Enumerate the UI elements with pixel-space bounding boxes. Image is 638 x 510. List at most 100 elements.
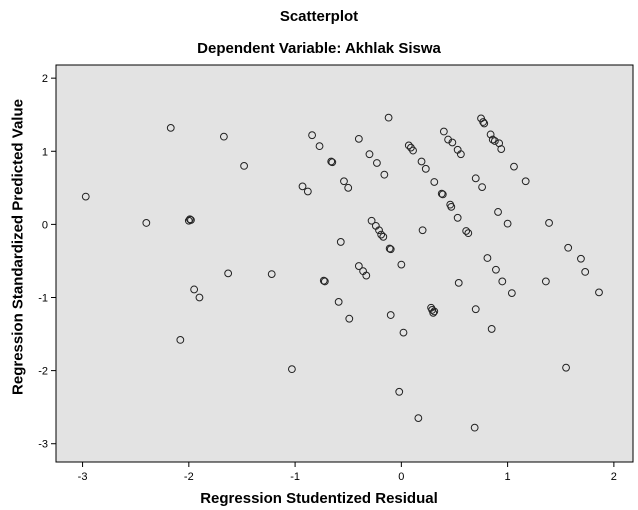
data-point (488, 135, 497, 144)
data-point (483, 254, 492, 262)
data-point (418, 226, 427, 235)
data-point (438, 190, 447, 199)
data-point (478, 183, 487, 191)
data-point (185, 215, 194, 224)
data-point (464, 229, 473, 238)
data-point (581, 268, 590, 276)
x-tick-label: 1 (505, 471, 511, 483)
data-point (462, 227, 471, 235)
x-axis-label: Regression Studentized Residual (200, 490, 438, 507)
data-point (454, 278, 463, 287)
data-point (187, 216, 195, 224)
y-axis-label: Regression Standardized Predicted Value (9, 99, 27, 395)
y-tick-label: 2 (42, 73, 48, 85)
data-point (166, 123, 175, 132)
data-point (448, 138, 457, 147)
y-tick-label: -2 (38, 366, 48, 378)
y-tick-label: -1 (38, 292, 48, 304)
data-point (320, 277, 329, 286)
data-point (541, 277, 550, 286)
data-point (429, 308, 438, 317)
x-tick-label: 2 (611, 471, 617, 483)
data-point (176, 336, 185, 344)
axis-ticks: -3 -2 -1 0 1 2 -3 -2 -1 0 1 2 (38, 73, 617, 483)
data-point (365, 150, 374, 159)
chart-subtitle: Dependent Variable: Akhlak Siswa (197, 40, 441, 57)
data-point (385, 244, 394, 253)
data-point (340, 177, 348, 186)
data-point (367, 216, 376, 225)
data-point (397, 260, 406, 269)
data-point (404, 141, 413, 150)
data-point (492, 265, 500, 274)
data-point (288, 365, 296, 374)
data-point (421, 164, 430, 173)
data-point (479, 118, 488, 126)
data-point (503, 219, 512, 228)
x-tick-label: -3 (78, 471, 88, 483)
data-point (354, 262, 363, 270)
data-point (437, 189, 446, 198)
data-point (486, 130, 495, 139)
data-point (298, 182, 307, 191)
y-tick-label: 0 (42, 219, 48, 231)
data-point (521, 177, 530, 186)
data-point (497, 145, 506, 153)
data-points (81, 113, 603, 432)
data-point (375, 226, 383, 235)
data-point (319, 276, 328, 285)
data-point (498, 277, 507, 286)
data-point (447, 202, 456, 211)
data-point (386, 245, 395, 254)
data-point (354, 134, 363, 143)
data-point (414, 414, 423, 423)
data-point (595, 288, 603, 297)
data-point (507, 289, 516, 298)
data-point (373, 159, 381, 167)
data-point (494, 208, 502, 216)
data-point (142, 219, 151, 227)
data-point (471, 174, 480, 183)
data-point (315, 142, 324, 151)
x-tick-label: -1 (290, 471, 300, 483)
data-point (308, 131, 316, 140)
data-point (490, 137, 499, 145)
data-point (377, 230, 386, 239)
data-point (380, 170, 389, 179)
x-tick-label: 0 (398, 471, 404, 483)
data-point (439, 127, 448, 136)
data-point (219, 132, 228, 141)
chart-title: Scatterplot (279, 8, 359, 25)
data-point (386, 311, 395, 319)
data-point (362, 271, 371, 280)
data-point (480, 119, 489, 128)
data-point (328, 158, 337, 167)
data-point (453, 213, 462, 222)
data-point (430, 178, 439, 186)
data-point (195, 293, 204, 302)
y-tick-label: 1 (42, 146, 48, 158)
data-point (327, 157, 336, 166)
data-point (345, 314, 354, 323)
data-point (471, 305, 480, 314)
data-point (224, 269, 233, 278)
data-point (430, 307, 439, 316)
data-point (399, 328, 408, 337)
data-point (81, 192, 90, 201)
data-point (577, 254, 585, 263)
data-point (336, 238, 345, 246)
data-point (470, 423, 479, 432)
data-point (240, 161, 248, 170)
data-point (562, 363, 570, 372)
data-point (456, 150, 465, 159)
data-point (487, 325, 496, 333)
data-point (344, 183, 353, 192)
data-point (510, 162, 518, 171)
data-point (417, 157, 426, 166)
data-point (267, 270, 276, 279)
x-tick-label: -2 (184, 471, 194, 483)
data-point (395, 387, 404, 396)
data-point (379, 232, 388, 241)
data-point (409, 146, 417, 155)
